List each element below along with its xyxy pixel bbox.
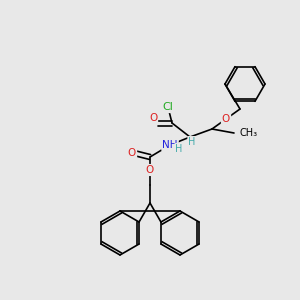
Text: O: O (149, 113, 157, 123)
Text: NH: NH (162, 140, 178, 150)
Text: O: O (222, 114, 230, 124)
Text: Cl: Cl (163, 102, 173, 112)
Text: O: O (128, 148, 136, 158)
Text: H: H (188, 137, 196, 147)
Text: H: H (175, 144, 183, 154)
Text: CH₃: CH₃ (240, 128, 258, 138)
Text: O: O (146, 165, 154, 175)
